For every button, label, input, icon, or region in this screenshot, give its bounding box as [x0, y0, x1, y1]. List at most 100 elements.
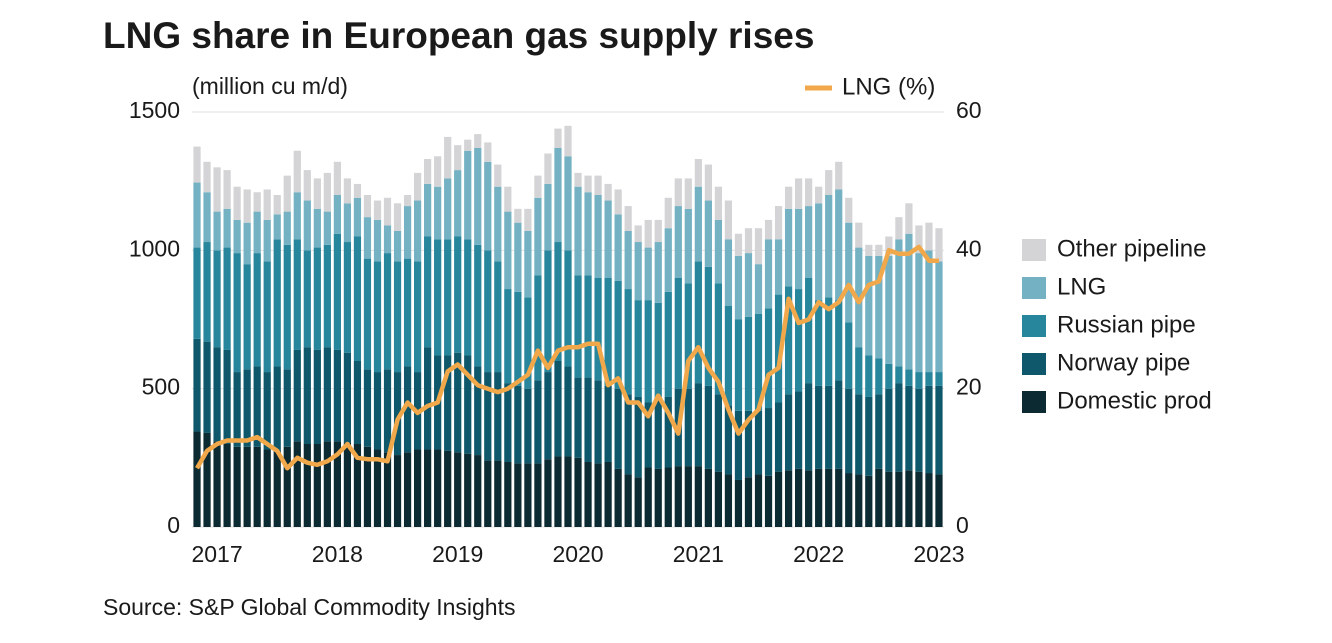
bar	[333, 441, 341, 527]
bar	[283, 369, 291, 447]
bar	[494, 372, 502, 461]
bar	[574, 457, 582, 527]
bar	[935, 474, 943, 527]
bar	[915, 253, 923, 373]
legend-label: Other pipeline	[1057, 235, 1206, 262]
bar	[283, 211, 291, 245]
bar	[273, 450, 281, 527]
bar	[774, 206, 783, 240]
bar	[403, 206, 412, 259]
bar	[905, 203, 913, 234]
bar	[454, 145, 462, 171]
bar	[363, 369, 372, 447]
bar	[674, 278, 682, 389]
bar	[504, 211, 512, 290]
bar	[925, 372, 933, 386]
bar	[383, 452, 392, 527]
bar	[514, 208, 522, 223]
bar	[494, 164, 502, 187]
bar	[223, 170, 231, 209]
bar	[353, 361, 362, 444]
y2-tick-label: 0	[956, 512, 969, 538]
bar	[905, 369, 913, 386]
bar	[925, 473, 933, 527]
bar	[644, 300, 652, 403]
bar	[584, 275, 592, 378]
bar	[784, 394, 793, 471]
bar	[203, 242, 211, 342]
bar	[594, 195, 602, 278]
legend-swatch	[1022, 353, 1046, 375]
bar	[353, 197, 362, 237]
bar	[554, 456, 562, 527]
bar	[403, 452, 412, 527]
bar	[213, 250, 221, 348]
legend-swatch	[1022, 315, 1046, 337]
bar	[845, 222, 853, 323]
bar	[774, 402, 783, 472]
bar	[835, 161, 843, 190]
bar	[554, 361, 562, 457]
bar	[323, 347, 331, 442]
bar	[424, 183, 432, 237]
x-tick-label: 2021	[673, 541, 724, 567]
bar	[233, 253, 241, 373]
bar	[734, 255, 743, 320]
bar	[724, 200, 733, 240]
bar	[744, 316, 753, 411]
bar	[413, 449, 422, 527]
bar	[634, 396, 642, 478]
bar	[454, 236, 462, 353]
bar	[825, 195, 833, 298]
bar	[905, 470, 913, 527]
bar	[253, 211, 261, 254]
bar	[714, 283, 723, 395]
bar	[233, 219, 241, 254]
bar	[694, 466, 702, 527]
bar	[434, 186, 442, 240]
bar	[263, 449, 271, 527]
bar	[474, 366, 482, 456]
bar	[303, 444, 311, 527]
bar	[544, 153, 552, 184]
x-tick-label: 2017	[191, 541, 242, 567]
bar	[534, 463, 542, 527]
bar	[604, 461, 612, 527]
bar	[895, 383, 903, 472]
bar	[564, 250, 572, 367]
bar	[714, 186, 723, 220]
bar	[734, 410, 743, 480]
bar	[554, 242, 562, 361]
bar	[855, 347, 863, 395]
bar	[584, 175, 592, 193]
bar	[564, 125, 572, 157]
bar	[413, 200, 422, 262]
bar	[333, 161, 341, 195]
bar	[524, 230, 532, 298]
legend-swatch	[1022, 391, 1046, 413]
bar	[263, 261, 271, 373]
bar	[815, 385, 823, 469]
bar	[534, 175, 542, 198]
bar	[895, 239, 903, 367]
bar	[664, 291, 672, 397]
bar	[373, 261, 382, 373]
bar	[935, 261, 943, 373]
bar	[203, 161, 211, 193]
bar	[734, 479, 743, 527]
bar	[494, 261, 502, 373]
bar	[484, 142, 492, 162]
bar	[343, 178, 352, 204]
bar	[283, 244, 291, 370]
y2-tick-label: 20	[956, 374, 982, 400]
bar	[524, 208, 532, 231]
bar	[905, 233, 913, 370]
bar	[474, 134, 482, 148]
bar	[393, 203, 402, 231]
bar	[233, 446, 241, 527]
bar	[855, 247, 863, 348]
bar	[845, 322, 853, 389]
bar	[363, 446, 372, 527]
bar	[343, 203, 352, 243]
